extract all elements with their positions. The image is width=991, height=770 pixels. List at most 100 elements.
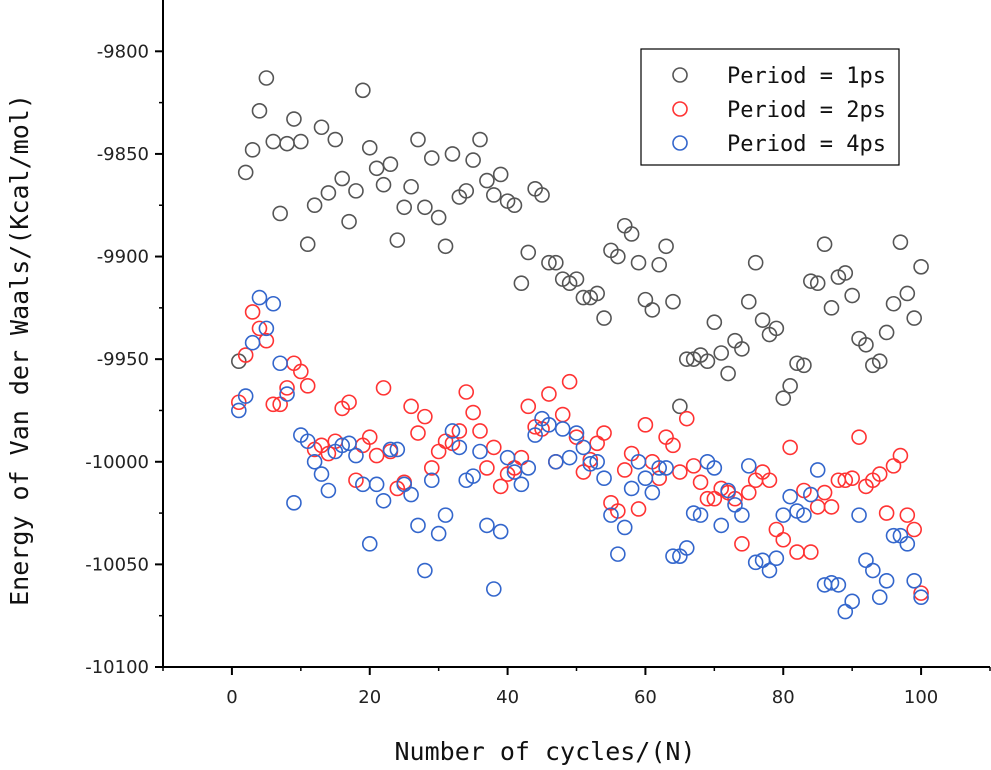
data-point [513, 476, 530, 493]
data-point [768, 550, 785, 567]
data-point [527, 427, 543, 443]
data-point [444, 146, 461, 162]
data-point [885, 458, 902, 474]
data-point [623, 226, 640, 242]
data-point [830, 577, 847, 593]
data-point [410, 425, 426, 441]
data-point [844, 470, 860, 486]
data-point [306, 453, 323, 470]
data-point [747, 554, 764, 571]
data-point [541, 417, 557, 433]
data-point [513, 449, 530, 466]
data-point [403, 178, 419, 195]
data-point [520, 460, 537, 476]
data-point [658, 238, 674, 255]
data-point [637, 470, 654, 486]
data-point [803, 273, 819, 289]
data-point [761, 472, 778, 489]
data-point [603, 507, 619, 523]
data-point [368, 476, 385, 493]
data-point [279, 380, 295, 396]
data-point [651, 256, 668, 273]
data-point [789, 544, 805, 560]
data-point [341, 394, 357, 411]
data-point [720, 482, 736, 499]
data-point [747, 254, 764, 271]
data-point [665, 548, 681, 564]
data-point [451, 439, 468, 456]
legend-label: Period = 4ps [727, 132, 886, 157]
data-point [231, 402, 247, 419]
data-point [286, 111, 302, 127]
data-point [251, 289, 268, 306]
data-point [734, 536, 750, 552]
data-point [906, 310, 922, 326]
data-point [630, 254, 647, 271]
data-point [541, 254, 557, 271]
data-point [796, 507, 812, 523]
data-point [568, 425, 585, 441]
data-point [472, 443, 488, 460]
data-point [485, 439, 502, 456]
data-point [299, 378, 316, 394]
data-point [430, 525, 447, 542]
data-point [906, 573, 922, 589]
data-point [251, 103, 268, 119]
data-point [837, 472, 854, 489]
data-point [341, 213, 357, 230]
data-point [616, 519, 633, 536]
data-point [479, 517, 495, 534]
data-point [803, 544, 819, 560]
y-axis-label: Energy of Van der Waals/(Kcal/mol) [5, 94, 34, 606]
data-point [458, 183, 475, 199]
data-point [423, 460, 440, 476]
data-point [713, 345, 730, 361]
data-point [472, 423, 488, 439]
data-point [589, 435, 605, 452]
data-point [554, 406, 571, 423]
y-tick-label: -9950 [97, 349, 149, 370]
data-point [258, 70, 275, 86]
data-point [403, 486, 419, 503]
data-point [796, 357, 812, 374]
series-1 [231, 70, 929, 415]
data-point [492, 166, 509, 183]
series-2 [231, 304, 929, 601]
data-point [644, 484, 661, 501]
data-point [837, 603, 854, 620]
data-point [479, 172, 495, 189]
data-point [382, 156, 399, 172]
data-point [534, 187, 550, 203]
x-tick-label: 100 [904, 687, 938, 708]
data-point [320, 445, 337, 462]
legend-label: Period = 1ps [727, 64, 886, 89]
data-point [244, 142, 261, 158]
data-point [844, 593, 860, 610]
data-point [479, 460, 495, 476]
data-point [465, 152, 481, 168]
data-point [237, 164, 254, 181]
data-point [299, 236, 316, 253]
data-point [775, 390, 792, 406]
data-point [279, 386, 295, 402]
data-point [293, 363, 309, 380]
data-point [865, 562, 881, 579]
data-point [423, 150, 440, 166]
x-tick-label: 0 [226, 687, 237, 708]
data-point [313, 119, 330, 136]
data-point [837, 265, 854, 281]
data-point [506, 464, 523, 480]
data-point [279, 135, 295, 152]
data-point [871, 466, 888, 482]
data-point [637, 417, 654, 433]
y-tick-label: -9850 [97, 144, 149, 165]
data-point [692, 474, 709, 491]
data-point [775, 531, 792, 548]
data-point [727, 497, 743, 513]
data-point [768, 521, 785, 538]
data-point [548, 254, 564, 271]
data-point [437, 507, 454, 523]
data-point [417, 408, 433, 425]
data-point [451, 423, 468, 439]
data-point [816, 484, 833, 501]
